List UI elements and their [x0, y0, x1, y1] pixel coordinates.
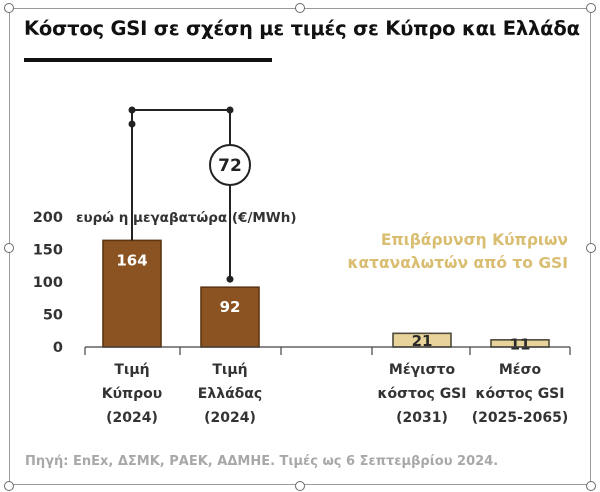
- category-label: κόστος GSI: [378, 386, 467, 402]
- resize-handle-middle-left[interactable]: [4, 243, 14, 253]
- bracket-dot: [128, 106, 136, 114]
- title-underline: [24, 58, 272, 62]
- bracket-dot: [226, 106, 234, 114]
- category-label: Μέγιστο: [389, 362, 456, 378]
- difference-circle: [209, 144, 251, 186]
- category-label: Ελλάδας: [198, 386, 262, 402]
- resize-handle-bottom-center[interactable]: [295, 481, 305, 491]
- category-label: Τιμή: [114, 362, 149, 378]
- resize-handle-top-left[interactable]: [4, 3, 14, 13]
- bracket-dot: [226, 275, 234, 283]
- category-label: Μέσο: [499, 362, 542, 378]
- bar-value-label: 92: [220, 298, 241, 316]
- y-tick-label: 0: [53, 340, 63, 356]
- category-label: κόστος GSI: [476, 386, 565, 402]
- category-label: (2025-2065): [472, 410, 569, 426]
- source-note: Πηγή: ΕnEx, ΔΣΜΚ, ΡΑΕΚ, ΑΔΜΗΕ. Τιμές ως …: [25, 454, 499, 469]
- bar: [102, 239, 162, 348]
- y-axis-unit-label: ευρώ η μεγαβατώρα (€/MWh): [76, 210, 296, 226]
- difference-value-label: 72: [218, 156, 242, 176]
- bar-value-label: 164: [116, 251, 147, 269]
- y-tick-label: 50: [43, 308, 63, 324]
- resize-handle-bottom-right[interactable]: [586, 481, 596, 491]
- gsi-annotation: καταναλωτών από το GSI: [347, 254, 568, 272]
- resize-handle-top-right[interactable]: [586, 3, 596, 13]
- category-label: (2024): [106, 410, 158, 426]
- y-tick-label: 100: [33, 275, 63, 291]
- bar-value-label: 11: [510, 335, 531, 353]
- bar-value-label: 21: [412, 332, 433, 350]
- resize-handle-middle-right[interactable]: [586, 243, 596, 253]
- y-tick-label: 200: [33, 210, 63, 226]
- difference-bracket: [131, 109, 231, 280]
- resize-handle-top-center[interactable]: [295, 3, 305, 13]
- chart-title: Κόστος GSI σε σχέση με τιμές σε Κύπρο κα…: [24, 17, 580, 40]
- gsi-annotation: Επιβάρυνση Κύπριων: [381, 231, 568, 249]
- category-label: Κύπρου: [102, 386, 162, 402]
- category-label: (2024): [204, 410, 256, 426]
- resize-handle-bottom-left[interactable]: [4, 481, 14, 491]
- category-label: Τιμή: [212, 362, 247, 378]
- y-tick-label: 150: [33, 243, 63, 259]
- bracket-dot: [128, 120, 136, 128]
- bar: [200, 286, 260, 348]
- category-label: (2031): [396, 410, 448, 426]
